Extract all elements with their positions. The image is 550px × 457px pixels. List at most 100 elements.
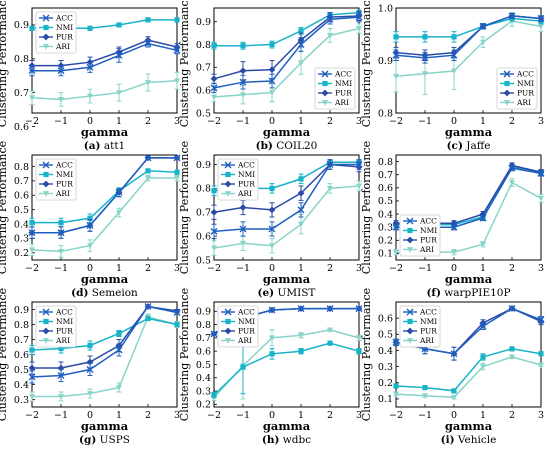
x-tick-label: −1 <box>418 263 432 274</box>
data-point <box>58 97 64 103</box>
data-point <box>211 392 217 398</box>
data-point <box>327 340 333 346</box>
y-tick-label: 0.2 <box>378 236 393 247</box>
x-tick-label: 0 <box>269 410 275 421</box>
data-point <box>145 175 151 182</box>
data-point <box>297 41 305 49</box>
x-tick-label: 0 <box>87 263 93 274</box>
data-point <box>86 358 94 366</box>
data-point <box>537 15 545 22</box>
legend-marker <box>224 308 232 316</box>
panel-name: warpPIE10P <box>441 287 511 299</box>
data-point <box>145 80 151 86</box>
series-line <box>395 356 542 399</box>
x-tick-label: −2 <box>389 116 403 127</box>
data-point <box>173 46 181 54</box>
x-tick-label: −2 <box>389 410 403 421</box>
legend-label: ARI <box>55 42 70 51</box>
legend-marker <box>43 191 49 197</box>
y-tick-label: 0.3 <box>14 395 29 406</box>
series-line <box>32 316 178 398</box>
data-point <box>144 40 152 48</box>
data-point <box>327 32 333 39</box>
data-point <box>115 346 123 354</box>
y-tick-label: 0.6 <box>14 350 29 361</box>
chart-panel-att1: 0.6 0.7 0.8 0.9 −2 −1 0 1 2 3 gamma Clustering Perf… <box>0 0 181 152</box>
x-tick-label: 0 <box>87 410 93 421</box>
x-tick-label: 0 <box>87 116 93 127</box>
y-tick-label: 0.8 <box>14 320 29 331</box>
data-point <box>87 391 93 397</box>
legend-label: ACC <box>419 308 437 317</box>
panel-caption: (f) warpPIE10P <box>426 287 510 299</box>
data-point <box>392 338 400 346</box>
y-tick-label: 0.3 <box>196 386 211 397</box>
data-point <box>58 248 64 255</box>
legend-marker <box>42 180 50 188</box>
data-point <box>509 180 515 186</box>
series-line <box>395 15 542 59</box>
data-point <box>480 354 486 360</box>
data-point <box>269 351 275 357</box>
legend-box <box>399 214 441 257</box>
y-axis-label: Clustering Performance <box>178 0 191 127</box>
data-point <box>57 372 65 379</box>
legend-label: ACC <box>237 308 255 317</box>
x-tick-label: 1 <box>116 263 122 274</box>
data-point <box>355 13 363 21</box>
x-tick-label: 3 <box>174 263 180 274</box>
legend-label: NMI <box>420 317 437 326</box>
legend-box <box>399 305 441 348</box>
legend-label: ACC <box>334 70 352 79</box>
legend-label: ACC <box>237 161 255 170</box>
y-tick-label: 0.1 <box>378 394 393 405</box>
y-tick-label: 0.8 <box>196 184 211 195</box>
legend-label: ARI <box>334 98 349 107</box>
legend-label: NMI <box>238 170 255 179</box>
legend-label: PUR <box>56 33 73 42</box>
data-point <box>28 373 36 381</box>
data-point <box>508 12 516 20</box>
chart-panel-semeion: 0.2 0.3 0.4 0.5 0.6 0.7 0.8 −2 −1 0 1 2 3 gamma Cluste… <box>0 141 181 299</box>
data-point <box>326 161 334 169</box>
legend-marker <box>43 44 49 50</box>
data-point <box>174 78 180 85</box>
data-point <box>298 60 304 66</box>
data-point <box>211 188 217 194</box>
x-tick-label: 1 <box>116 116 122 127</box>
data-point <box>174 17 180 23</box>
data-point <box>86 221 94 229</box>
y-tick-label: 0.4 <box>14 380 29 391</box>
series-line <box>213 16 360 89</box>
data-point <box>210 330 218 338</box>
data-point <box>174 175 180 182</box>
legend-label: ACC <box>55 14 73 23</box>
legend-marker <box>225 171 231 178</box>
series-line <box>395 307 542 355</box>
y-tick-label: 0.4 <box>14 219 29 230</box>
data-point <box>210 227 218 235</box>
series-line <box>32 39 178 67</box>
x-tick-label: 3 <box>356 410 362 421</box>
y-axis-label: Clustering Performance <box>360 141 373 274</box>
series-acc <box>28 154 181 239</box>
data-point <box>479 210 487 218</box>
panel-caption: (d) Semeion <box>71 287 138 299</box>
data-point <box>479 22 487 30</box>
series-line <box>31 80 178 101</box>
panel-name: Jaffe <box>463 140 490 152</box>
x-tick-label: −1 <box>236 116 250 127</box>
legend-label: NMI <box>517 79 534 88</box>
legend-marker <box>406 217 414 225</box>
data-point <box>356 335 362 342</box>
y-axis-label: Clustering Performance <box>360 0 373 127</box>
series-nmi <box>29 315 180 355</box>
series-acc <box>210 12 363 93</box>
legend-marker <box>321 70 329 78</box>
data-point <box>145 315 151 322</box>
y-tick-label: 0.6 <box>378 313 393 324</box>
legend-marker <box>321 89 329 97</box>
series-line <box>395 348 542 392</box>
